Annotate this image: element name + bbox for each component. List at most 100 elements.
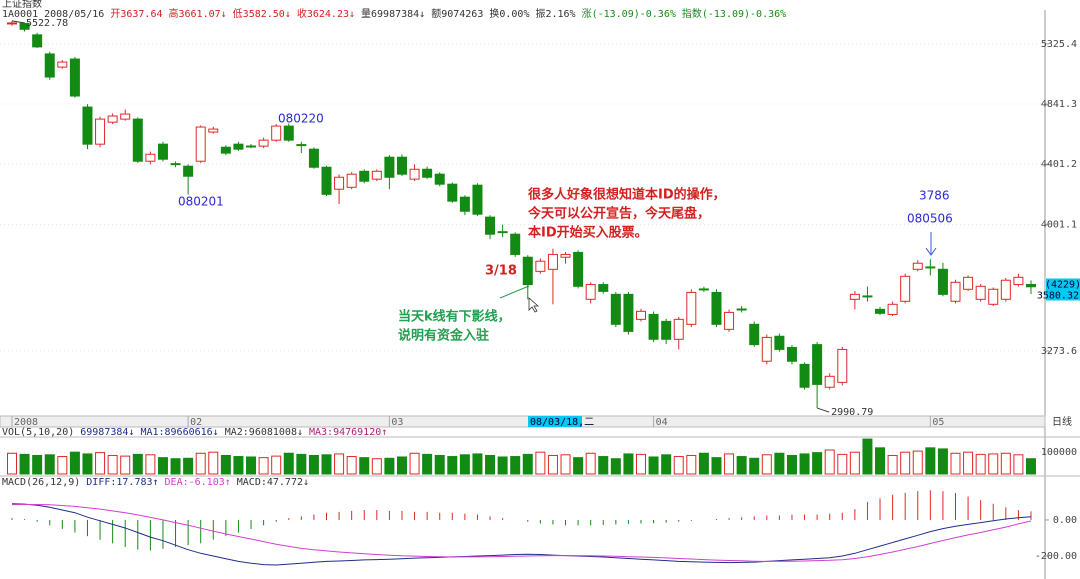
candle-body: [359, 170, 370, 182]
candle-body: [195, 126, 206, 162]
volume-bar: [648, 456, 659, 475]
volume-bar: [396, 456, 407, 475]
candle-body: [900, 275, 911, 302]
candle-body: [296, 144, 307, 147]
candle-body: [120, 113, 131, 120]
candle-body: [610, 293, 621, 325]
price-marker-value: 3580.32: [1037, 290, 1079, 301]
candle-body: [799, 363, 810, 388]
volume-bar: [573, 457, 584, 475]
header-item: DIFF:17.783↑: [86, 477, 158, 488]
x-tick-label: 02: [190, 417, 202, 428]
header-item: 收3624.23↓: [297, 7, 355, 20]
candle-body: [510, 233, 521, 255]
candle-body: [271, 125, 282, 141]
volume-bar: [95, 452, 106, 475]
candle-body: [862, 295, 873, 298]
header-item: 振2.16%: [535, 7, 575, 20]
volume-bar: [1000, 452, 1011, 475]
candle-body: [975, 285, 986, 300]
volume-bar: [220, 454, 231, 475]
header-item: MA1:89660616↓: [140, 427, 218, 438]
arrow: [499, 285, 530, 299]
cursor-label: 08/03/18,二: [530, 417, 594, 428]
candle-body: [636, 310, 646, 320]
y-tick-label: -200.00: [1035, 551, 1077, 562]
candle-body: [1025, 283, 1036, 288]
volume-bar: [69, 451, 80, 475]
candle-body: [422, 168, 433, 178]
candle-body: [724, 311, 735, 330]
candle-body: [7, 22, 17, 25]
candle-body: [82, 106, 93, 145]
candle-body: [749, 323, 760, 346]
volume-bar: [610, 458, 621, 475]
macd-line: [11, 504, 1032, 562]
y-tick-label: 100000: [1041, 447, 1077, 458]
header-item: 2008/05/16: [44, 9, 104, 20]
header-item: MACD:47.772↓: [237, 477, 309, 488]
candle-body: [459, 196, 470, 212]
annotation: 很多人好象很想知道本ID的操作，: [528, 187, 726, 203]
x-tick-label: 03: [391, 417, 403, 428]
volume-bar: [749, 457, 760, 475]
annotation: 3786: [919, 189, 950, 203]
low-label-line: [816, 407, 830, 413]
annotation: 说明有资金入驻: [398, 328, 489, 344]
candle-body: [434, 173, 445, 185]
candle-body: [547, 253, 558, 270]
volume-bar: [522, 453, 533, 475]
volume-bar: [736, 456, 747, 475]
volume-bar: [334, 453, 345, 475]
volume-bar: [170, 458, 181, 475]
volume-bar: [686, 454, 697, 475]
volume-bar: [157, 457, 168, 475]
y-tick-label: 0.00: [1053, 515, 1077, 526]
candle-body: [988, 288, 999, 305]
volume-bar: [837, 453, 848, 475]
macd-header: MACD(26,12,9) DIFF:17.783↑ DEA:-6.103↑ MACD…: [2, 477, 309, 488]
volume-bar: [32, 454, 43, 475]
candle-body: [32, 34, 43, 48]
x-tick-label: 05: [932, 417, 944, 428]
volume-bar: [472, 453, 483, 475]
volume-bar: [598, 456, 609, 475]
volume-bar: [636, 453, 646, 475]
annotation: 本ID开始买入股票。: [528, 225, 648, 241]
candle-body: [472, 184, 483, 215]
volume-bar: [371, 458, 382, 475]
candle-body: [44, 53, 55, 78]
volume-bar: [724, 453, 735, 475]
candle-body: [157, 143, 168, 160]
volume-bar: [57, 456, 68, 475]
candle-body: [623, 293, 634, 332]
volume-bar: [661, 454, 672, 475]
volume-bar: [925, 447, 936, 475]
annotation: 080506: [907, 212, 953, 226]
volume-bar: [283, 452, 294, 475]
y-tick-label: 5325.4: [1041, 39, 1077, 50]
candle-body: [233, 143, 244, 150]
volume-bar: [208, 451, 219, 475]
macd-line: [11, 503, 1032, 566]
volume-bar: [459, 454, 470, 475]
annotation: 今天可以公开宣告，今天尾盘，: [527, 206, 710, 222]
candle-body: [132, 118, 143, 162]
volume-bar: [258, 457, 269, 475]
volume-bar: [183, 457, 194, 475]
candle-body: [736, 308, 747, 311]
volume-bar: [963, 451, 974, 475]
header-item: VOL(5,10,20): [2, 427, 74, 438]
volume-bar: [711, 457, 722, 475]
annotation: 080220: [278, 112, 324, 126]
header-item: 1A0001: [2, 9, 38, 20]
candle-body: [585, 284, 596, 300]
header-item: DEA:-6.103↑: [165, 477, 231, 488]
candle-body: [849, 293, 860, 300]
candle-body: [824, 375, 835, 388]
candle-body: [875, 308, 886, 314]
candle-body: [371, 170, 382, 180]
header-item: 量69987384↓: [361, 8, 425, 20]
